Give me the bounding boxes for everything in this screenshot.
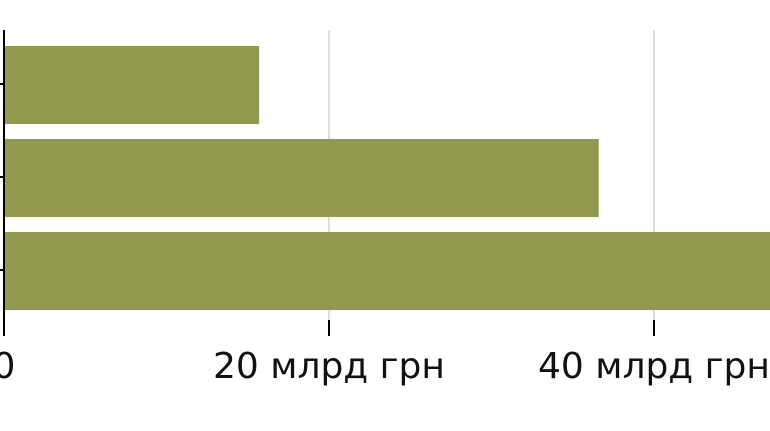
bar-2 [4,232,770,310]
tick-labels: 0 20 млрд грн 40 млрд грн [0,346,770,387]
x-tick-label-1: 20 млрд грн [213,346,445,387]
bar-1 [4,139,599,217]
axes [0,30,655,336]
x-tick-label-2: 40 млрд грн [538,346,770,387]
bars [4,46,770,310]
x-tick-label-0: 0 [0,346,15,387]
bar-0 [4,46,260,124]
